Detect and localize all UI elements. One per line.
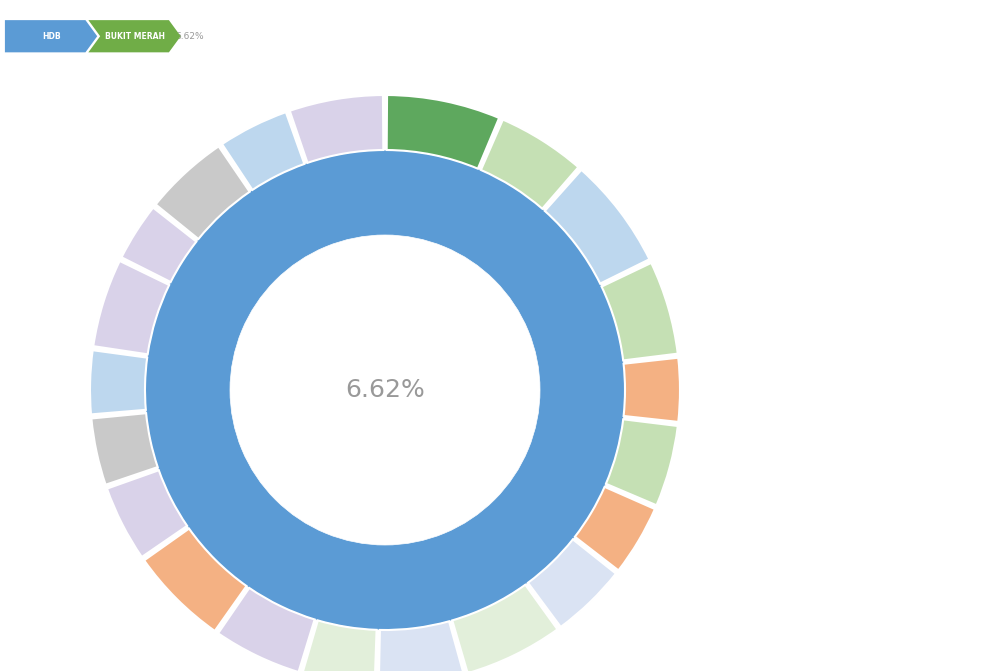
- Text: BUKIT MERAH: BUKIT MERAH: [104, 32, 165, 41]
- Wedge shape: [453, 584, 558, 671]
- Wedge shape: [218, 588, 314, 671]
- Wedge shape: [91, 413, 158, 484]
- Text: 6.62%: 6.62%: [176, 32, 204, 41]
- Wedge shape: [528, 539, 616, 627]
- Wedge shape: [379, 621, 464, 671]
- Wedge shape: [144, 529, 246, 631]
- Wedge shape: [481, 119, 578, 209]
- Wedge shape: [145, 150, 625, 630]
- Wedge shape: [122, 207, 196, 282]
- Wedge shape: [302, 621, 376, 671]
- Wedge shape: [222, 112, 304, 190]
- Wedge shape: [602, 263, 678, 360]
- Wedge shape: [93, 261, 169, 354]
- Wedge shape: [387, 95, 499, 168]
- Text: HDB: HDB: [42, 32, 60, 41]
- Wedge shape: [606, 419, 678, 505]
- Text: 6.62%: 6.62%: [345, 378, 425, 402]
- Wedge shape: [574, 487, 655, 570]
- Wedge shape: [545, 170, 649, 284]
- Wedge shape: [107, 470, 188, 557]
- Wedge shape: [90, 350, 147, 415]
- Wedge shape: [624, 358, 680, 422]
- Wedge shape: [290, 95, 383, 163]
- Wedge shape: [156, 146, 249, 239]
